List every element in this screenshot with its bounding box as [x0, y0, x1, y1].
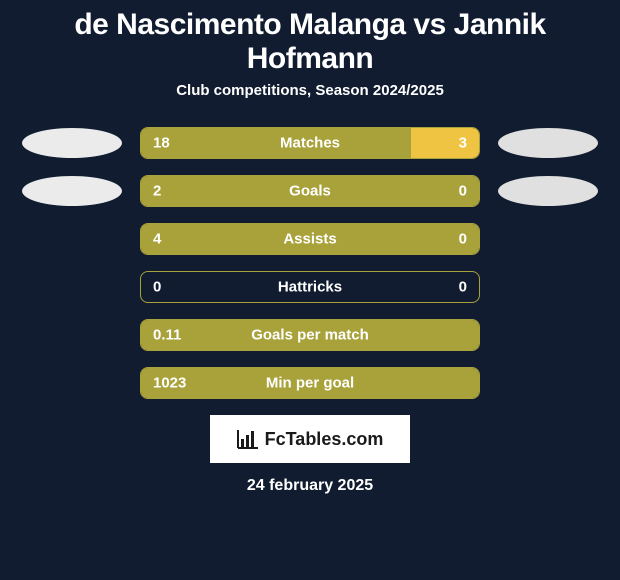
- date-label: 24 february 2025: [0, 477, 620, 495]
- stat-label: Hattricks: [278, 279, 342, 296]
- player-left-ellipse: [22, 176, 122, 206]
- bar-right-fill: [411, 128, 479, 158]
- stat-bar: Matches 18 3: [140, 127, 480, 159]
- stat-value-left: 4: [153, 231, 161, 248]
- stat-value-right: 3: [459, 135, 467, 152]
- stat-value-right: 0: [459, 231, 467, 248]
- player-right-ellipse: [498, 176, 598, 206]
- stat-row: Goals per match 0.11: [0, 319, 620, 351]
- stat-bar: Goals per match 0.11: [140, 319, 480, 351]
- stat-row: Assists 4 0: [0, 223, 620, 255]
- player-right-ellipse: [498, 128, 598, 158]
- page-title: de Nascimento Malanga vs Jannik Hofmann: [0, 0, 620, 82]
- stat-row: Min per goal 1023: [0, 367, 620, 399]
- stat-value-left: 2: [153, 183, 161, 200]
- bar-left-fill: [141, 128, 411, 158]
- stat-bar: Goals 2 0: [140, 175, 480, 207]
- subtitle: Club competitions, Season 2024/2025: [0, 82, 620, 99]
- stat-label: Min per goal: [266, 375, 354, 392]
- player-left-ellipse: [22, 128, 122, 158]
- stat-bar: Hattricks 0 0: [140, 271, 480, 303]
- stats-rows: Matches183Goals20Assists40Hattricks00Goa…: [0, 127, 620, 399]
- comparison-container: de Nascimento Malanga vs Jannik Hofmann …: [0, 0, 620, 495]
- logo-box: FcTables.com: [210, 415, 410, 463]
- stat-row: Hattricks 0 0: [0, 271, 620, 303]
- stat-row: Matches 18 3: [0, 127, 620, 159]
- stat-label: Goals: [289, 183, 331, 200]
- bar-chart-icon: [237, 429, 259, 449]
- stat-value-right: 0: [459, 183, 467, 200]
- stat-value-left: 0: [153, 279, 161, 296]
- stat-label: Matches: [280, 135, 340, 152]
- stat-label: Goals per match: [251, 327, 369, 344]
- stat-label: Assists: [283, 231, 336, 248]
- stat-bar: Min per goal 1023: [140, 367, 480, 399]
- logo-text: FcTables.com: [265, 429, 384, 450]
- stat-row: Goals 2 0: [0, 175, 620, 207]
- stat-value-left: 18: [153, 135, 170, 152]
- stat-bar: Assists 4 0: [140, 223, 480, 255]
- stat-value-left: 0.11: [153, 327, 181, 344]
- stat-value-right: 0: [459, 279, 467, 296]
- stat-value-left: 1023: [153, 375, 186, 392]
